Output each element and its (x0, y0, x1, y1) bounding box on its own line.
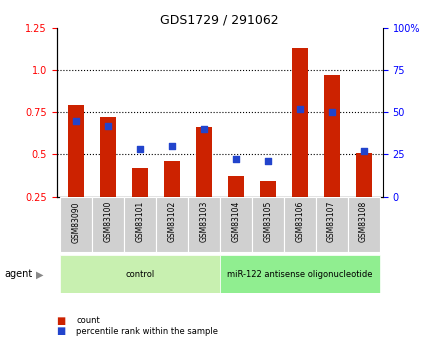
Point (200, 126, 207, 132)
Bar (123, 197, 155, 252)
Text: miR-122 antisense oligonucleotide: miR-122 antisense oligonucleotide (227, 270, 372, 279)
Bar (59, 197, 92, 252)
Text: GSM83105: GSM83105 (263, 201, 272, 243)
Bar (355, 153, 371, 197)
Text: GSM83106: GSM83106 (294, 201, 303, 243)
Text: GSM83104: GSM83104 (230, 201, 240, 243)
Bar (92, 197, 123, 252)
Bar (59, 255, 219, 293)
Text: control: control (125, 270, 154, 279)
Text: GSM83100: GSM83100 (103, 201, 112, 243)
Bar (227, 176, 243, 197)
Bar (315, 197, 347, 252)
Point (232, 157, 239, 162)
Point (263, 158, 270, 164)
Bar (68, 105, 83, 197)
Text: count: count (76, 316, 100, 325)
Bar (283, 197, 315, 252)
Bar (251, 197, 283, 252)
Text: GSM83102: GSM83102 (167, 201, 176, 242)
Bar (195, 127, 211, 197)
Text: GSM83090: GSM83090 (71, 201, 80, 243)
Bar (347, 197, 379, 252)
Bar (259, 181, 275, 197)
Text: GSM83103: GSM83103 (199, 201, 208, 243)
Point (327, 109, 334, 115)
Text: percentile rank within the sample: percentile rank within the sample (76, 327, 217, 336)
Text: GSM83108: GSM83108 (358, 201, 367, 242)
Text: ■: ■ (56, 326, 66, 336)
Bar (163, 161, 179, 197)
Bar (323, 75, 339, 197)
Title: GDS1729 / 291062: GDS1729 / 291062 (160, 13, 278, 27)
Point (168, 143, 175, 149)
Bar (219, 255, 379, 293)
Text: agent: agent (4, 269, 33, 279)
Point (296, 106, 302, 111)
Text: ▶: ▶ (36, 269, 44, 279)
Point (359, 148, 366, 154)
Bar (99, 117, 115, 197)
Point (72, 118, 79, 124)
Bar (219, 197, 251, 252)
Text: ■: ■ (56, 316, 66, 326)
Bar (155, 197, 187, 252)
Text: GSM83101: GSM83101 (135, 201, 144, 242)
Bar (187, 197, 219, 252)
Bar (291, 48, 307, 197)
Point (136, 147, 143, 152)
Bar (132, 168, 148, 197)
Text: GSM83107: GSM83107 (326, 201, 335, 243)
Point (104, 123, 111, 128)
